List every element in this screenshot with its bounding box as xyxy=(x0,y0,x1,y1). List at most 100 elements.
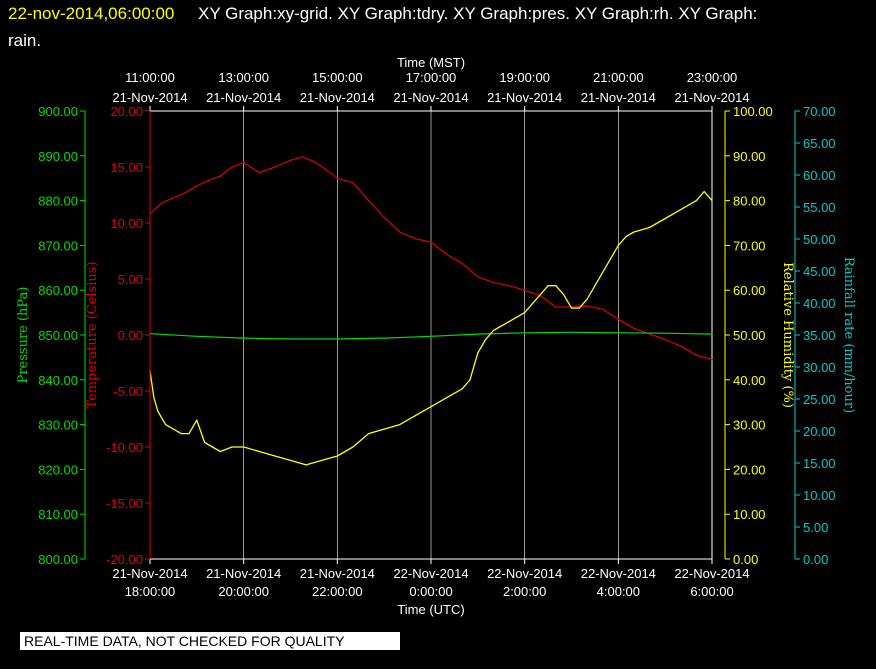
humidity-point xyxy=(258,450,260,453)
temperature-point xyxy=(368,200,370,202)
x-tick-label-top-date: 21-Nov-2014 xyxy=(581,90,656,105)
humidity-tick-label: 0.00 xyxy=(733,552,758,567)
pressure-point xyxy=(524,332,526,334)
humidity-point xyxy=(180,433,182,435)
humidity-point xyxy=(570,307,573,309)
pressure-point xyxy=(664,332,666,334)
humidity-point xyxy=(204,441,206,444)
pressure-tick-label: 810.00 xyxy=(38,507,78,522)
humidity-point xyxy=(602,271,604,273)
pressure-point xyxy=(383,337,385,339)
x-tick-label-top-date: 21-Nov-2014 xyxy=(674,90,749,105)
x-tick-label-bottom-date: 22-Nov-2014 xyxy=(393,566,468,581)
pressure-tick-label: 890.00 xyxy=(38,149,78,164)
humidity-point xyxy=(321,459,323,461)
header-graph-list: XY Graph:xy-grid. XY Graph:tdry. XY Grap… xyxy=(198,4,757,23)
temperature-point xyxy=(617,318,619,320)
rain-tick-label: 20.00 xyxy=(803,424,836,439)
temperature-point xyxy=(219,175,221,177)
temperature-point xyxy=(352,182,354,184)
humidity-point xyxy=(274,455,276,457)
humidity-point xyxy=(633,231,635,233)
x-tick-label-top-time: 17:00:00 xyxy=(406,70,457,85)
humidity-tick-label: 80.00 xyxy=(733,194,766,209)
temperature-tick-label: -15.00 xyxy=(106,496,143,511)
pressure-tick-label: 870.00 xyxy=(38,238,78,253)
humidity-tick-label: 60.00 xyxy=(733,283,766,298)
humidity-point xyxy=(547,285,549,287)
humidity-point xyxy=(243,446,245,448)
x-tick-label-top-time: 11:00:00 xyxy=(125,70,175,85)
x-tick-label-top-date: 21-Nov-2014 xyxy=(206,90,281,105)
x-tick-label-bottom-time: 6:00:00 xyxy=(690,584,733,599)
temperature-point xyxy=(664,338,666,341)
temperature-point xyxy=(680,345,682,347)
temperature-point xyxy=(524,289,526,291)
quality-notice: REAL-TIME DATA, NOT CHECKED FOR QUALITY xyxy=(20,632,400,650)
humidity-point xyxy=(305,464,307,466)
humidity-point xyxy=(399,424,401,426)
pressure-point xyxy=(336,338,338,340)
pressure-point xyxy=(196,335,198,337)
rain-tick-label: 40.00 xyxy=(803,296,836,311)
series-layer xyxy=(149,156,713,466)
temperature-point xyxy=(196,185,198,187)
humidity-point xyxy=(153,397,155,399)
humidity-point xyxy=(165,424,167,426)
pressure-tick-label: 900.00 xyxy=(38,104,78,119)
x-axis-label-bottom: Time (UTC) xyxy=(397,602,464,617)
rain-tick-label: 5.00 xyxy=(803,520,828,535)
x-axis-label-top: Time (MST) xyxy=(397,55,465,70)
pressure-tick-label: 860.00 xyxy=(38,283,78,298)
temperature-point xyxy=(555,306,557,308)
humidity-point xyxy=(188,433,190,435)
humidity-point xyxy=(446,397,448,399)
temperature-point xyxy=(711,359,713,361)
rain-tick-label: 70.00 xyxy=(803,104,836,119)
temperature-point xyxy=(430,241,432,243)
humidity-point xyxy=(578,307,580,309)
header-date: 22-nov-2014,06:00:00 xyxy=(8,4,174,23)
x-tick-label-bottom-time: 22:00:00 xyxy=(312,584,363,599)
humidity-point xyxy=(625,235,627,237)
temperature-point xyxy=(313,160,315,162)
humidity-point xyxy=(711,200,713,202)
pressure-point xyxy=(243,337,245,339)
humidity-point xyxy=(617,244,619,246)
humidity-point xyxy=(477,352,479,354)
temperature-tick-label: 0.00 xyxy=(118,328,143,343)
temperature-point xyxy=(508,285,510,287)
temperature-tick-label: -5.00 xyxy=(113,384,143,399)
x-tick-label-bottom-date: 21-Nov-2014 xyxy=(300,566,375,581)
rain-tick-label: 15.00 xyxy=(803,456,836,471)
rain-tick-label: 60.00 xyxy=(803,168,836,183)
humidity-point xyxy=(157,410,159,412)
temperature-point xyxy=(325,168,327,170)
temperature-tick-label: -10.00 xyxy=(106,440,143,455)
x-tick-label-top-date: 21-Nov-2014 xyxy=(300,90,375,105)
rain-axis-label: Rainfall rate (mm/hour) xyxy=(841,257,856,413)
humidity-point xyxy=(703,191,705,193)
pressure-point xyxy=(711,333,713,335)
pressure-tick-label: 850.00 xyxy=(38,328,78,343)
humidity-point xyxy=(695,200,698,202)
humidity-point xyxy=(231,446,233,448)
temperature-point xyxy=(207,179,210,181)
x-tick-label-top-time: 15:00:00 xyxy=(312,70,363,85)
humidity-point xyxy=(430,406,432,408)
temperature-point xyxy=(184,192,186,194)
temperature-tick-label: 15.00 xyxy=(110,160,143,175)
x-tick-label-bottom-date: 21-Nov-2014 xyxy=(112,566,187,581)
temperature-point xyxy=(301,156,303,158)
humidity-tick-label: 20.00 xyxy=(733,462,766,477)
humidity-point xyxy=(485,338,487,341)
humidity-point xyxy=(211,446,213,448)
rain-tick-label: 10.00 xyxy=(803,488,836,503)
pressure-tick-label: 840.00 xyxy=(38,373,78,388)
axes-layer: 21-Nov-2014 18:00:00 21-Nov-2014 20:00:00 21… xyxy=(16,55,856,617)
humidity-point xyxy=(664,217,666,220)
x-tick-label-bottom-date: 22-Nov-2014 xyxy=(487,566,562,581)
rain-tick-label: 65.00 xyxy=(803,136,836,151)
temperature-tick-label: -20.00 xyxy=(106,552,143,567)
